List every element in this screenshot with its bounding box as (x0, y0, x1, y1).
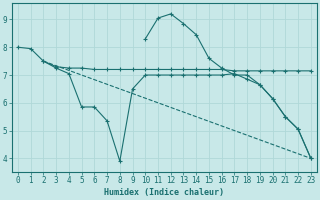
X-axis label: Humidex (Indice chaleur): Humidex (Indice chaleur) (104, 188, 224, 197)
